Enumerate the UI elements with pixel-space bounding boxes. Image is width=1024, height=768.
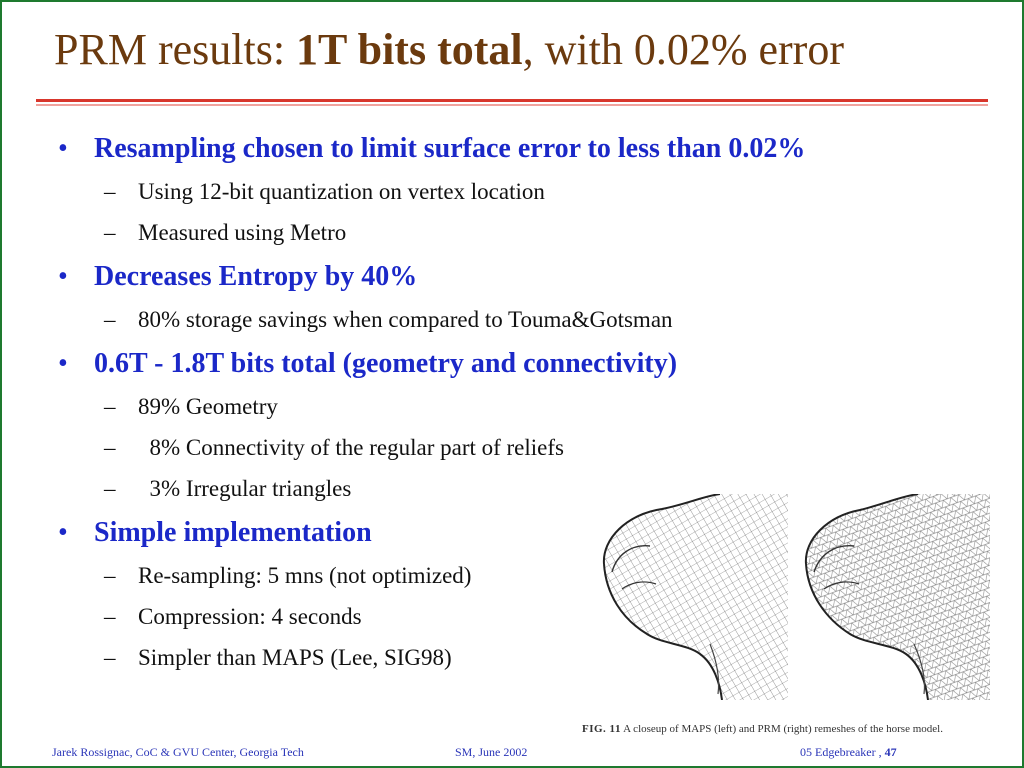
sub-text: 89% Geometry [138,394,278,419]
dash-icon: – [104,604,116,629]
slide-title: PRM results: 1T bits total, with 0.02% e… [54,25,844,74]
bullet-text: 0.6T - 1.8T bits total (geometry and con… [94,348,678,379]
bullet-item: • 0.6T - 1.8T bits total (geometry and co… [56,347,996,381]
bullet-list: • Resampling chosen to limit surface erro… [56,132,996,673]
maps-remesh-image [602,494,788,700]
sub-item: – 3% Irregular triangles [56,474,996,504]
sub-text: Using 12-bit quantization on vertex loca… [138,179,545,204]
bullet-dot-icon: • [58,261,68,292]
bullet-dot-icon: • [58,348,68,379]
prm-remesh-image [804,494,990,700]
footer-date: SM, June 2002 [455,745,528,759]
title-suffix: , with 0.02% error [522,25,844,74]
dash-icon: – [104,220,116,245]
sub-item: – 8% Connectivity of the regular part of… [56,433,996,463]
sub-text: Compression: 4 seconds [138,604,362,629]
title-rule [36,99,988,102]
title-bold: 1T bits total [296,25,523,74]
title-prefix: PRM results: [54,25,297,74]
bullet-text: Resampling chosen to limit surface error… [94,133,806,164]
sub-item: – Simpler than MAPS (Lee, SIG98) [56,643,996,673]
dash-icon: – [104,394,116,419]
sub-item: – Compression: 4 seconds [56,602,996,632]
sub-item: –80% storage savings when compared to To… [56,305,996,335]
footer-author: Jarek Rossignac, CoC & GVU Center, Georg… [52,745,304,759]
dash-icon: – [104,179,116,204]
bullet-item: • Simple implementation [56,516,996,550]
sub-text: 3% Irregular triangles [138,476,352,501]
bullet-text: Decreases Entropy by 40% [94,261,418,292]
sub-item: – Using 12-bit quantization on vertex loc… [56,177,996,207]
sub-text: 8% Connectivity of the regular part of r… [138,435,565,460]
dash-icon: – [104,307,116,332]
sub-text: Simpler than MAPS (Lee, SIG98) [138,645,452,670]
bullet-item: • Decreases Entropy by 40% [56,260,996,294]
bullet-dot-icon: • [58,517,68,548]
figure-caption-label: FIG. 11 [582,723,621,735]
sub-item: – Measured using Metro [56,218,996,248]
title-rule-shadow [36,104,988,106]
sub-item: – Re-sampling: 5 mns (not optimized) [56,561,996,591]
figure-caption-text: A closeup of MAPS (left) and PRM (right)… [620,723,943,735]
footer-section: 05 Edgebreaker , [800,745,885,759]
dash-icon: – [104,476,116,501]
sub-item: –89% Geometry [56,392,996,422]
sub-text: 80% storage savings when compared to Tou… [138,307,673,332]
dash-icon: – [104,563,116,588]
figure-caption: FIG. 11 A closeup of MAPS (left) and PRM… [582,723,1002,735]
dash-icon: – [104,435,116,460]
horse-remesh-figure [602,494,990,700]
bullet-text: Simple implementation [94,517,372,548]
page-number: 47 [884,745,897,759]
dash-icon: – [104,645,116,670]
footer-page: 05 Edgebreaker , 47 [800,745,897,760]
sub-text: Measured using Metro [138,220,347,245]
bullet-item: • Resampling chosen to limit surface erro… [56,132,996,166]
sub-text: Re-sampling: 5 mns (not optimized) [138,563,472,588]
bullet-dot-icon: • [58,133,68,164]
